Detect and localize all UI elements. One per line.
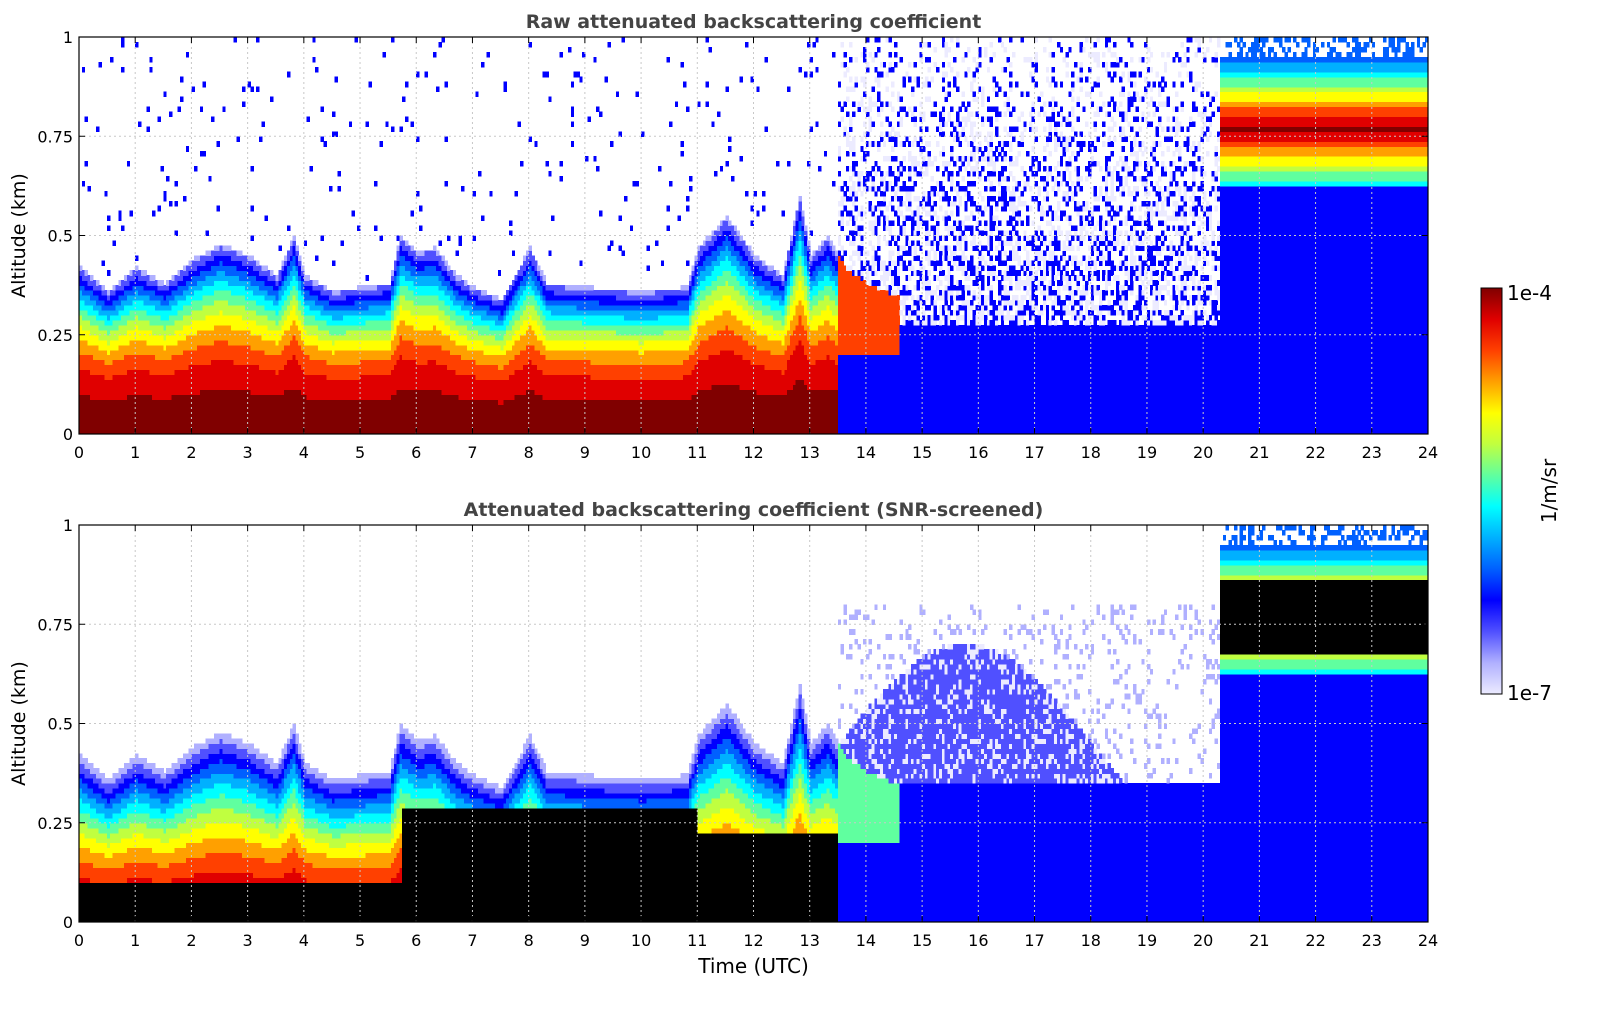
x-tick-label: 11 — [687, 443, 707, 462]
x-tick-label: 13 — [800, 931, 820, 950]
x-tick-label: 22 — [1305, 443, 1325, 462]
y-tick-label: 1 — [63, 516, 73, 535]
x-tick-label: 11 — [687, 931, 707, 950]
x-tick-label: 15 — [912, 443, 932, 462]
x-tick-label: 0 — [74, 931, 84, 950]
y-axis-ticks: 0 0.25 0.5 0.75 1 — [37, 516, 1428, 932]
y-tick-label: 0.5 — [48, 227, 73, 246]
x-tick-label: 2 — [186, 931, 196, 950]
x-tick-label: 10 — [631, 443, 651, 462]
x-axis-label: Time (UTC) — [697, 954, 809, 978]
colorbar-gradient — [1480, 287, 1503, 695]
x-tick-label: 21 — [1249, 931, 1269, 950]
grid — [78, 36, 1429, 435]
x-tick-label: 17 — [1024, 931, 1044, 950]
y-tick-label: 0 — [63, 913, 73, 932]
x-tick-label: 12 — [743, 931, 763, 950]
x-tick-label: 5 — [355, 443, 365, 462]
heatmap-cells — [79, 525, 1429, 923]
y-tick-label: 0.25 — [37, 326, 73, 345]
x-tick-label: 6 — [411, 931, 421, 950]
y-axis-label: Altitude (km) — [8, 173, 30, 298]
grid — [78, 524, 1429, 923]
x-tick-label: 14 — [856, 931, 876, 950]
x-tick-label: 7 — [467, 931, 477, 950]
x-tick-label: 16 — [968, 931, 988, 950]
x-tick-label: 5 — [355, 931, 365, 950]
x-tick-label: 8 — [524, 443, 534, 462]
y-axis-label: Altitude (km) — [8, 661, 30, 786]
x-tick-label: 21 — [1249, 443, 1269, 462]
y-axis-ticks: 0 0.25 0.5 0.75 1 — [37, 28, 1428, 444]
heatmap-cells — [79, 37, 1429, 435]
x-tick-label: 19 — [1137, 931, 1157, 950]
x-tick-label: 13 — [800, 443, 820, 462]
y-tick-label: 0.5 — [48, 715, 73, 734]
x-tick-label: 17 — [1024, 443, 1044, 462]
x-tick-label: 6 — [411, 443, 421, 462]
x-tick-label: 12 — [743, 443, 763, 462]
colorbar-unit-label: 1/m/sr — [1537, 458, 1561, 523]
x-tick-label: 7 — [467, 443, 477, 462]
chart-title: Attenuated backscattering coefficient (S… — [464, 499, 1044, 521]
x-tick-label: 16 — [968, 443, 988, 462]
y-tick-label: 0.75 — [37, 127, 73, 146]
x-tick-label: 20 — [1193, 443, 1213, 462]
x-tick-label: 23 — [1362, 443, 1382, 462]
y-tick-label: 0 — [63, 425, 73, 444]
x-tick-label: 0 — [74, 443, 84, 462]
panel-snr-screened: 0 1 2 3 4 5 6 7 8 9 10 11 12 13 14 15 16 17 18 19 20 21 22 23 24… — [8, 499, 1438, 978]
x-tick-label: 20 — [1193, 931, 1213, 950]
colorbar: 1e-4 1e-7 1/m/sr — [1480, 281, 1561, 705]
x-tick-label: 24 — [1418, 443, 1438, 462]
heatmap-plot-area — [78, 36, 1429, 435]
x-tick-label: 8 — [524, 931, 534, 950]
x-tick-label: 18 — [1081, 931, 1101, 950]
x-tick-label: 1 — [130, 443, 140, 462]
x-tick-label: 22 — [1305, 931, 1325, 950]
x-tick-label: 14 — [856, 443, 876, 462]
panel-raw: 0 1 2 3 4 5 6 7 8 9 10 11 12 13 14 15 16 17 18 19 20 21 22 23 24… — [8, 11, 1438, 462]
x-tick-label: 24 — [1418, 931, 1438, 950]
y-tick-label: 1 — [63, 28, 73, 47]
x-tick-label: 9 — [580, 443, 590, 462]
x-tick-label: 23 — [1362, 931, 1382, 950]
x-axis-ticks: 0 1 2 3 4 5 6 7 8 9 10 11 12 13 14 15 16 17 18 19 20 21 22 23 24 — [74, 525, 1438, 950]
colorbar-max-label: 1e-4 — [1507, 281, 1552, 305]
x-tick-label: 9 — [580, 931, 590, 950]
colorbar-min-label: 1e-7 — [1507, 681, 1552, 705]
x-tick-label: 4 — [299, 443, 309, 462]
x-tick-label: 15 — [912, 931, 932, 950]
heatmap-plot-area — [78, 524, 1429, 923]
y-tick-label: 0.25 — [37, 814, 73, 833]
x-tick-label: 3 — [243, 931, 253, 950]
y-tick-label: 0.75 — [37, 615, 73, 634]
x-tick-label: 18 — [1081, 443, 1101, 462]
chart-title: Raw attenuated backscattering coefficien… — [526, 11, 982, 33]
x-tick-label: 19 — [1137, 443, 1157, 462]
x-tick-label: 1 — [130, 931, 140, 950]
x-axis-ticks: 0 1 2 3 4 5 6 7 8 9 10 11 12 13 14 15 16 17 18 19 20 21 22 23 24 — [74, 37, 1438, 462]
x-tick-label: 3 — [243, 443, 253, 462]
x-tick-label: 2 — [186, 443, 196, 462]
x-tick-label: 10 — [631, 931, 651, 950]
x-tick-label: 4 — [299, 931, 309, 950]
